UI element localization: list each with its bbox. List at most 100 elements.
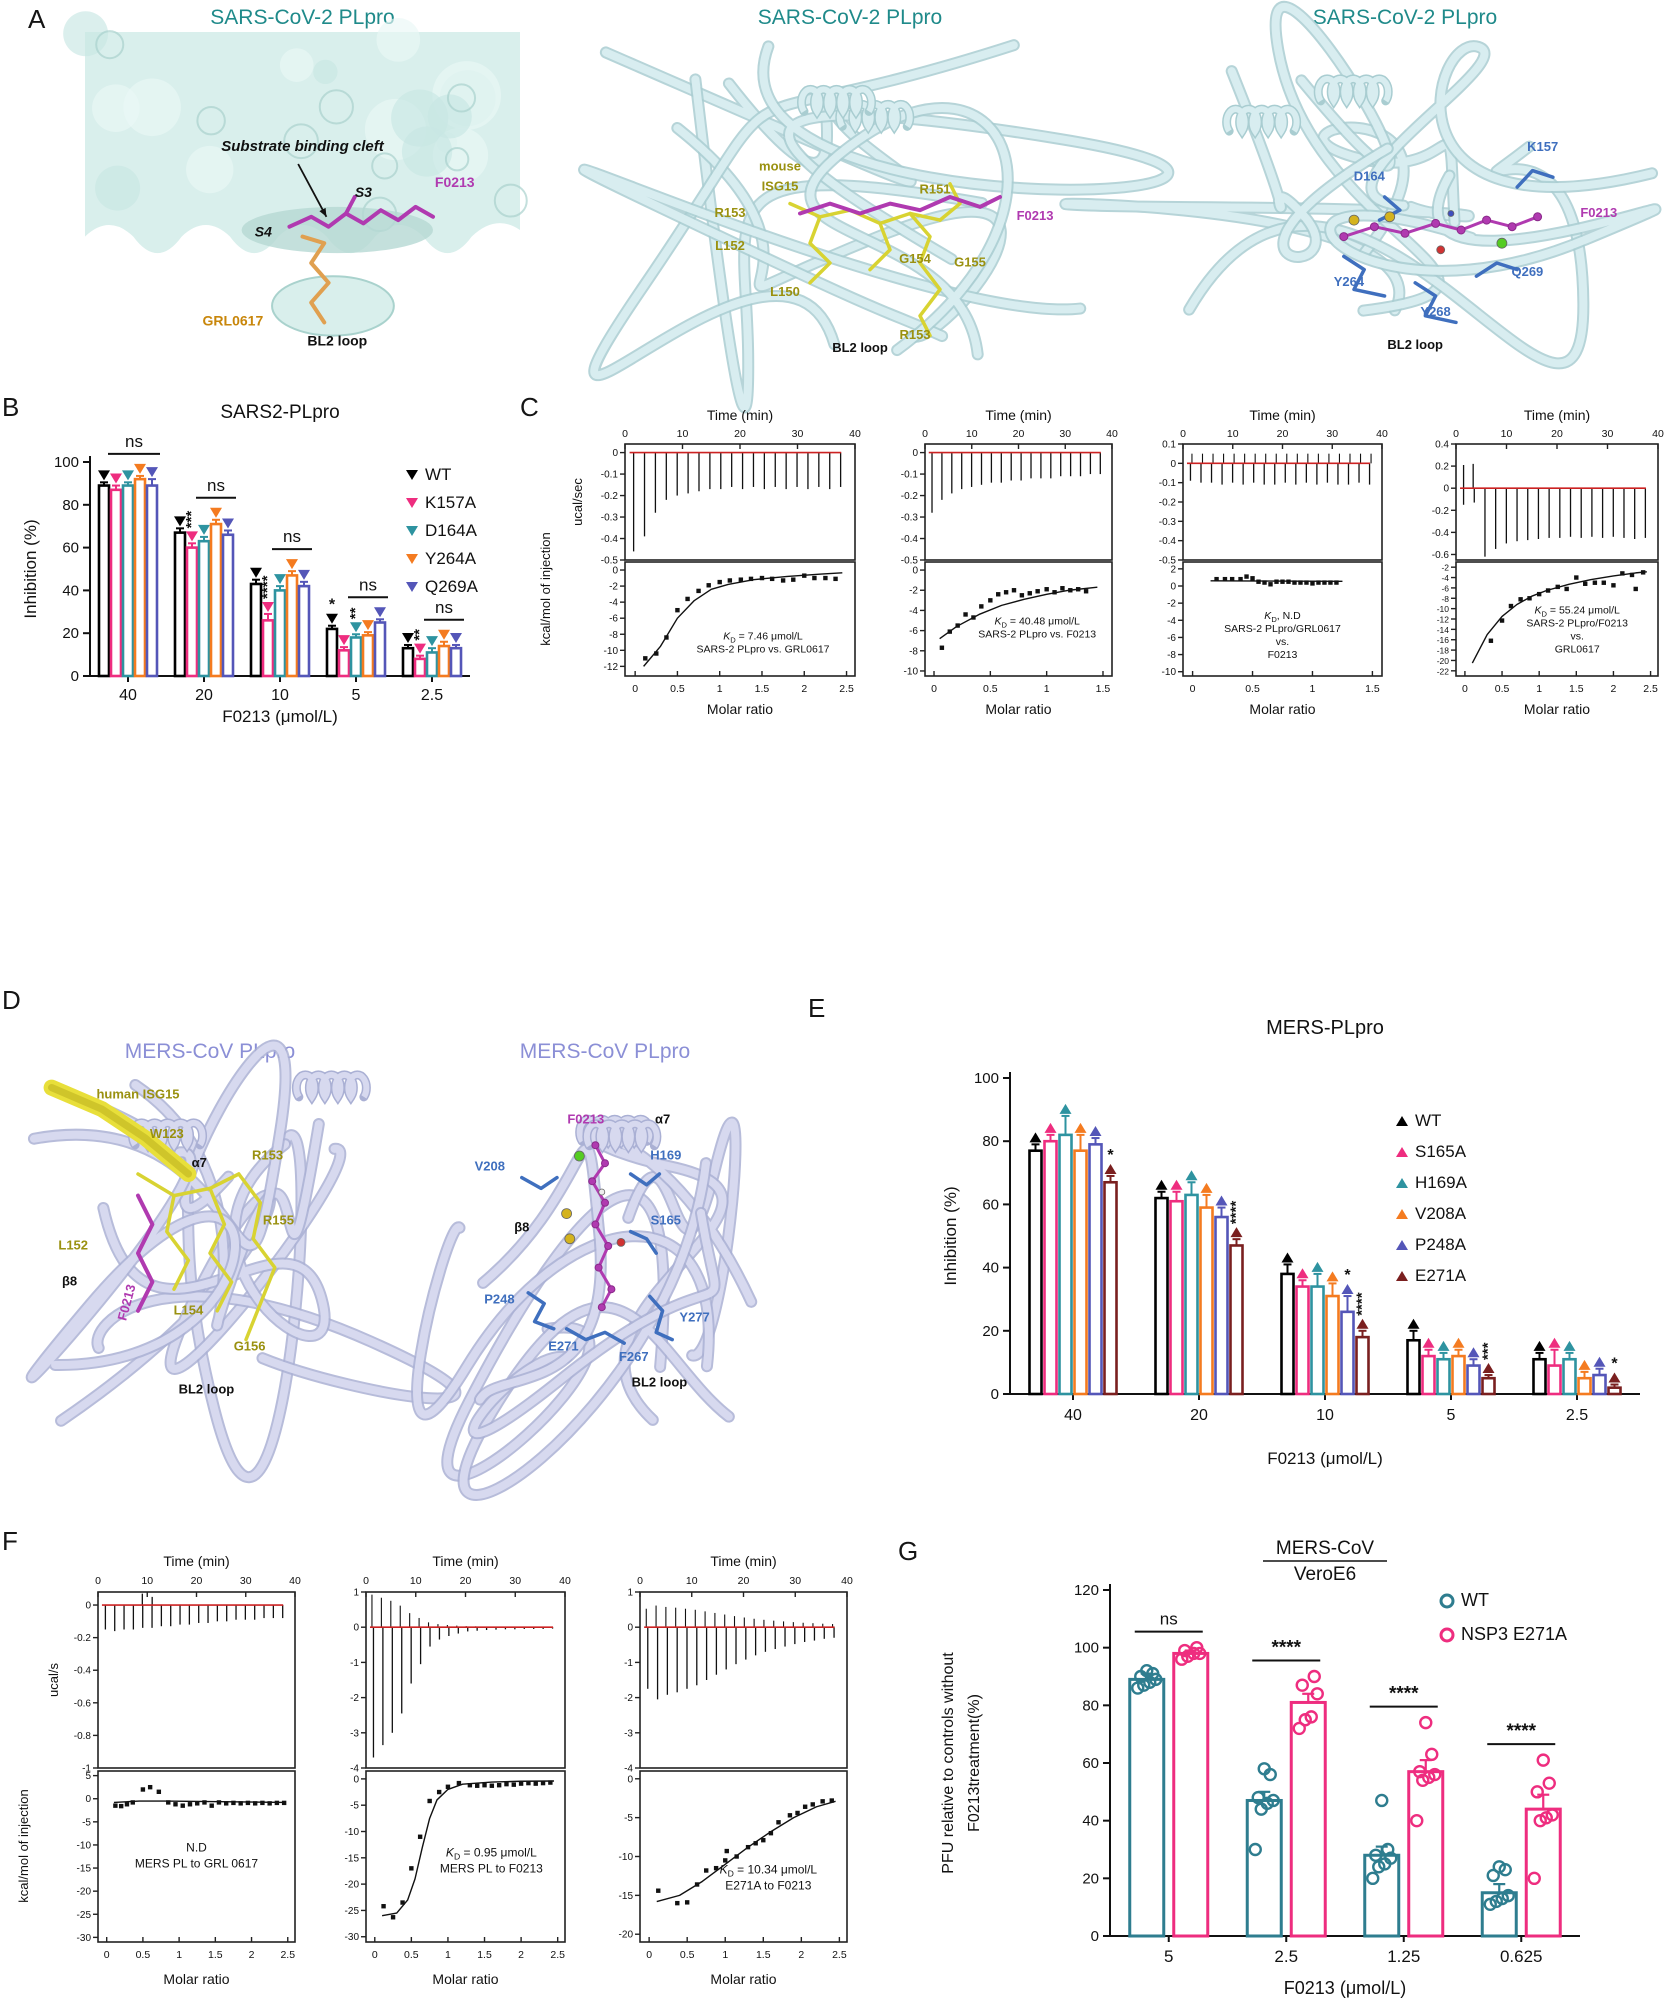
svg-text:60: 60 bbox=[62, 540, 79, 557]
svg-text:F0213: F0213 bbox=[435, 174, 475, 190]
svg-text:-10: -10 bbox=[1437, 604, 1450, 614]
svg-text:-0.6: -0.6 bbox=[74, 1698, 92, 1709]
svg-text:1.5: 1.5 bbox=[208, 1949, 223, 1961]
svg-text:Molar ratio: Molar ratio bbox=[1524, 701, 1590, 717]
svg-text:0: 0 bbox=[1453, 428, 1459, 440]
svg-text:****: **** bbox=[1354, 1292, 1371, 1316]
svg-text:30: 30 bbox=[1059, 428, 1071, 440]
svg-text:0.2: 0.2 bbox=[1435, 462, 1449, 473]
svg-text:BL2 loop: BL2 loop bbox=[307, 333, 367, 349]
svg-text:-0.4: -0.4 bbox=[601, 534, 619, 545]
svg-text:ns: ns bbox=[435, 598, 453, 617]
svg-text:KD = 0.95 μmol/L: KD = 0.95 μmol/L bbox=[446, 1846, 537, 1862]
svg-text:0: 0 bbox=[622, 428, 628, 440]
svg-text:1.25: 1.25 bbox=[1387, 1947, 1420, 1966]
svg-text:60: 60 bbox=[982, 1196, 999, 1213]
panel-d-label: D bbox=[2, 985, 21, 1015]
svg-text:1: 1 bbox=[627, 1588, 633, 1599]
svg-text:N.D: N.D bbox=[186, 1840, 207, 1854]
structure-title: MERS-CoV PLpro bbox=[124, 1040, 296, 1063]
svg-text:0: 0 bbox=[71, 668, 79, 685]
svg-text:0.1: 0.1 bbox=[1162, 440, 1176, 451]
svg-text:L154: L154 bbox=[174, 1302, 204, 1317]
svg-text:**: ** bbox=[411, 629, 428, 641]
svg-text:Time (min): Time (min) bbox=[710, 1553, 776, 1569]
svg-text:-12: -12 bbox=[604, 662, 619, 673]
svg-text:-30: -30 bbox=[77, 1933, 92, 1944]
svg-text:2.5: 2.5 bbox=[421, 687, 443, 704]
structure-sars2-surface: SARS-CoV-2 PLpro Substrate binding cleft… bbox=[63, 6, 528, 367]
itc-sars2-grl0617: Time (min)0 10 20 30 400-0.1-0.2-0.3-0.4-0.5… bbox=[538, 407, 861, 717]
svg-text:0: 0 bbox=[95, 1575, 101, 1587]
svg-text:Molar ratio: Molar ratio bbox=[985, 701, 1051, 717]
svg-text:D164: D164 bbox=[1354, 169, 1386, 184]
svg-text:20: 20 bbox=[1277, 428, 1289, 440]
svg-text:30: 30 bbox=[509, 1575, 521, 1587]
svg-text:Y264A: Y264A bbox=[425, 549, 477, 568]
svg-text:0.5: 0.5 bbox=[983, 683, 998, 695]
svg-text:ns: ns bbox=[125, 432, 143, 451]
svg-text:0: 0 bbox=[1170, 582, 1176, 593]
svg-text:Y277: Y277 bbox=[679, 1310, 709, 1325]
svg-text:Y268: Y268 bbox=[1420, 304, 1450, 319]
svg-text:G155: G155 bbox=[954, 254, 986, 269]
svg-text:F0213: F0213 bbox=[1580, 205, 1617, 220]
svg-text:-0.4: -0.4 bbox=[901, 534, 919, 545]
svg-text:-8: -8 bbox=[909, 646, 918, 657]
svg-text:2.5: 2.5 bbox=[550, 1949, 565, 1961]
itc-e271a-f0213: Time (min)0 10 20 30 4010-1-2-3-40-5-10-15-2… bbox=[619, 1553, 853, 1987]
svg-text:0: 0 bbox=[1091, 1928, 1099, 1945]
svg-text:0.5: 0.5 bbox=[670, 683, 685, 695]
svg-text:-20: -20 bbox=[1437, 656, 1450, 666]
svg-text:human ISG15: human ISG15 bbox=[96, 1086, 179, 1101]
svg-text:0.5: 0.5 bbox=[680, 1949, 695, 1961]
svg-text:-0.1: -0.1 bbox=[601, 470, 619, 481]
svg-text:Time (min): Time (min) bbox=[1524, 407, 1590, 423]
itc-sars2-f0213: Time (min)0 10 20 30 400-0.1-0.2-0.3-0.4-0.5… bbox=[901, 407, 1118, 717]
svg-text:-0.2: -0.2 bbox=[74, 1633, 92, 1644]
svg-text:40: 40 bbox=[1082, 1813, 1099, 1830]
svg-text:MERS-PLpro: MERS-PLpro bbox=[1266, 1017, 1384, 1039]
svg-text:-6: -6 bbox=[609, 614, 618, 625]
svg-text:0: 0 bbox=[632, 683, 638, 695]
svg-text:**: ** bbox=[347, 607, 364, 619]
svg-text:BL2 loop: BL2 loop bbox=[632, 1374, 688, 1389]
svg-text:1: 1 bbox=[1044, 683, 1050, 695]
svg-text:V208A: V208A bbox=[1415, 1204, 1467, 1223]
svg-text:20: 20 bbox=[1013, 428, 1025, 440]
svg-text:-0.2: -0.2 bbox=[601, 491, 619, 502]
svg-text:R155: R155 bbox=[263, 1212, 294, 1227]
svg-text:-4: -4 bbox=[1441, 573, 1449, 583]
svg-text:10: 10 bbox=[686, 1575, 698, 1587]
structure-mers-f0213-image: F0213 α7 V208 H169 β8 S165 P248 E271 F267 Y277 BL2… bbox=[411, 1112, 758, 1501]
svg-text:G156: G156 bbox=[234, 1338, 266, 1353]
svg-text:MERS-CoV: MERS-CoV bbox=[1276, 1538, 1375, 1559]
svg-text:E271A: E271A bbox=[1415, 1266, 1467, 1285]
svg-text:1.5: 1.5 bbox=[1096, 683, 1111, 695]
svg-text:10: 10 bbox=[1316, 1407, 1334, 1424]
svg-text:5: 5 bbox=[352, 687, 361, 704]
svg-text:E271A to F0213: E271A to F0213 bbox=[725, 1879, 811, 1893]
svg-text:Time (min): Time (min) bbox=[707, 407, 773, 423]
svg-text:***: *** bbox=[183, 511, 200, 529]
svg-text:0: 0 bbox=[627, 1774, 633, 1785]
svg-text:0: 0 bbox=[1462, 683, 1468, 695]
svg-text:F0213 (μmol/L): F0213 (μmol/L) bbox=[222, 707, 338, 726]
svg-text:-2: -2 bbox=[1441, 563, 1449, 573]
svg-text:-0.4: -0.4 bbox=[1159, 536, 1177, 547]
svg-text:R153: R153 bbox=[714, 205, 745, 220]
svg-text:-0.2: -0.2 bbox=[1432, 506, 1450, 517]
svg-text:-0.3: -0.3 bbox=[601, 513, 619, 524]
svg-text:-0.4: -0.4 bbox=[74, 1666, 92, 1677]
svg-text:2: 2 bbox=[801, 683, 807, 695]
svg-text:Time (min): Time (min) bbox=[432, 1553, 498, 1569]
svg-text:MERS PL to F0213: MERS PL to F0213 bbox=[440, 1862, 543, 1876]
svg-text:-8: -8 bbox=[609, 630, 618, 641]
svg-text:WT: WT bbox=[1461, 1590, 1489, 1610]
svg-text:-16: -16 bbox=[1437, 635, 1450, 645]
svg-text:MERS PL to GRL 0617: MERS PL to GRL 0617 bbox=[135, 1856, 258, 1870]
svg-text:10: 10 bbox=[410, 1575, 422, 1587]
svg-text:-20: -20 bbox=[619, 1930, 634, 1941]
svg-text:BL2 loop: BL2 loop bbox=[179, 1382, 235, 1397]
